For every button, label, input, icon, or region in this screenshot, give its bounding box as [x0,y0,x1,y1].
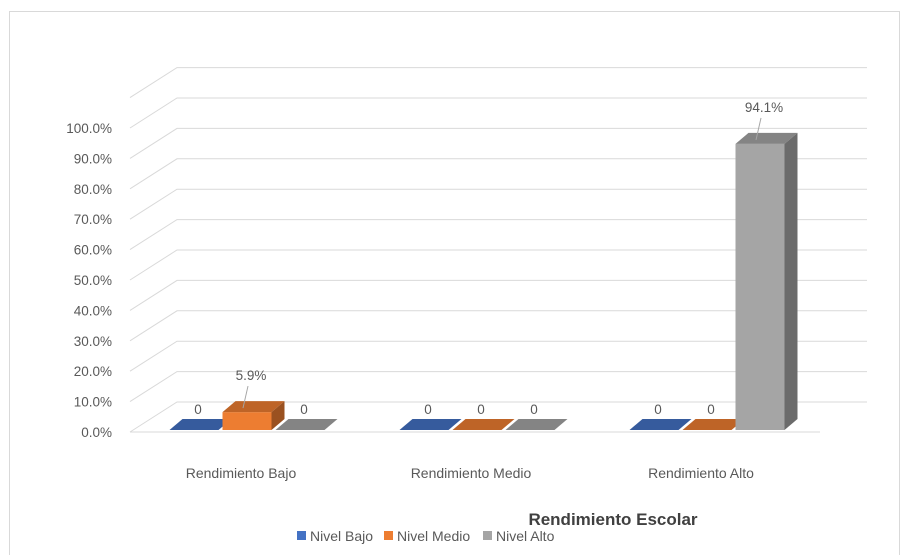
legend-entry: Nivel Bajo [297,528,373,544]
bar-top [399,419,462,430]
gridline [129,97,867,129]
bar-top [505,419,568,430]
gridline [129,249,867,281]
data-label: 0 [194,402,202,417]
bar-top [452,419,515,430]
y-tick-label: 40.0% [74,303,112,318]
legend-entry: Nivel Medio [384,528,470,544]
gridline [129,371,867,403]
y-tick-label: 70.0% [74,212,112,227]
bar [399,419,462,430]
gridline [129,67,867,99]
bar-top [169,419,232,430]
gridline [129,127,867,159]
legend-swatch [384,531,393,540]
legend-entry: Nivel Alto [483,528,555,544]
gridline [129,340,867,372]
bar-front [222,412,272,430]
gridline [129,219,867,251]
bars [169,132,798,430]
category-label: Rendimiento Medio [411,465,532,481]
y-tick-label: 60.0% [74,243,112,258]
y-tick-label: 50.0% [74,273,112,288]
bar-top [682,419,745,430]
y-tick-label: 100.0% [66,121,112,136]
bar-side [784,132,798,430]
data-label: 0 [477,402,485,417]
y-axis-ticks: 0.0% 10.0% 20.0% 30.0% 40.0% 50.0% 60.0% 70.0% 8… [66,121,112,440]
bar-top [629,419,692,430]
bar [505,419,568,430]
data-label: 5.9% [236,368,267,383]
legend-swatch [297,531,306,540]
data-label: 0 [300,402,308,417]
x-axis-title: Rendimiento Escolar [528,510,697,529]
legend-label: Nivel Alto [496,528,555,544]
legend-label: Nivel Bajo [310,528,373,544]
data-label-leader [755,117,762,141]
bar [629,419,692,430]
gridline [129,401,867,433]
legend: Nivel Bajo Nivel Medio Nivel Alto [297,528,555,544]
legend-swatch [483,531,492,540]
bar-top [735,132,798,144]
bar-front [735,143,785,430]
category-label: Rendimiento Bajo [186,465,297,481]
chart-border [9,11,900,555]
gridlines [129,67,867,433]
data-label: 0 [707,402,715,417]
bar-side [271,401,285,430]
y-tick-label: 80.0% [74,182,112,197]
y-tick-label: 20.0% [74,364,112,379]
y-tick-label: 10.0% [74,395,112,410]
data-label: 0 [424,402,432,417]
bar [452,419,515,430]
gridline [129,310,867,342]
data-label: 0 [530,402,538,417]
bar [682,419,745,430]
gridline [129,158,867,190]
bar [169,419,232,430]
bar [275,419,338,430]
data-labels: 0 5.9% 0 0 0 0 0 0 94.1% [194,100,783,417]
bar [222,401,285,430]
bar [735,132,798,430]
y-tick-label: 30.0% [74,334,112,349]
data-label-leader [242,385,249,409]
data-label: 0 [654,402,662,417]
y-tick-label: 0.0% [81,425,112,440]
legend-label: Nivel Medio [397,528,470,544]
category-label: Rendimiento Alto [648,465,754,481]
gridline [129,188,867,220]
bar-top [275,419,338,430]
gridline [129,279,867,311]
bar-top [222,401,285,413]
y-tick-label: 90.0% [74,151,112,166]
x-axis-categories: Rendimiento Bajo Rendimiento Medio Rendimi… [186,465,754,481]
data-label: 94.1% [745,100,783,115]
